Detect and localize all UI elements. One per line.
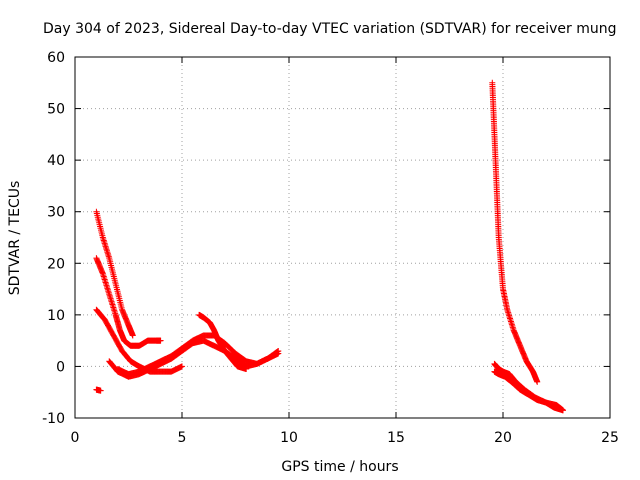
chart-title: Day 304 of 2023, Sidereal Day-to-day VTE… — [43, 21, 617, 37]
y-tick-label: 50 — [47, 102, 65, 118]
y-tick-label: 20 — [47, 256, 65, 272]
grid — [75, 57, 610, 418]
data-point-interp — [129, 331, 136, 338]
data-point-interp — [503, 305, 510, 312]
y-tick-label: 10 — [47, 308, 65, 324]
y-tick-label: 60 — [47, 50, 65, 66]
x-tick-label: 20 — [494, 430, 512, 446]
x-tick-label: 10 — [280, 430, 298, 446]
data-point-interp — [273, 349, 280, 356]
data-point-interp — [112, 310, 119, 317]
data-point-interp — [510, 325, 517, 332]
x-tick-label: 25 — [601, 430, 619, 446]
y-tick-label: 0 — [56, 359, 65, 375]
y-axis-label: SDTVAR / TECUs — [7, 181, 23, 296]
data-point-interp — [274, 348, 281, 355]
data-point-interp — [533, 378, 540, 385]
data-point-interp — [99, 269, 106, 276]
axis-ticks: 0 5 10 15 20 25 -10 0 10 20 30 40 50 60 — [42, 50, 619, 446]
plot-border — [74, 56, 611, 419]
data-point-interp — [118, 304, 125, 311]
data-point-interp — [157, 337, 164, 344]
y-tick-label: 30 — [47, 205, 65, 221]
data-point-interp — [242, 365, 249, 372]
data-point-interp — [99, 232, 106, 239]
data-point-interp — [112, 279, 119, 286]
data-point-interp — [178, 363, 185, 370]
data-point-interp — [100, 314, 107, 321]
x-tick-label: 15 — [387, 430, 405, 446]
y-tick-label: 40 — [47, 153, 65, 169]
x-tick-label: 5 — [178, 430, 187, 446]
data-point-interp — [97, 387, 104, 394]
x-axis-label: GPS time / hours — [281, 459, 398, 475]
data-point-interp — [105, 289, 112, 296]
data-point-interp — [559, 407, 566, 414]
data-point-interp — [109, 330, 116, 337]
x-tick-label: 0 — [71, 430, 80, 446]
data-point-interp — [105, 253, 112, 260]
data-points — [93, 79, 566, 414]
y-tick-label: -10 — [42, 411, 65, 427]
